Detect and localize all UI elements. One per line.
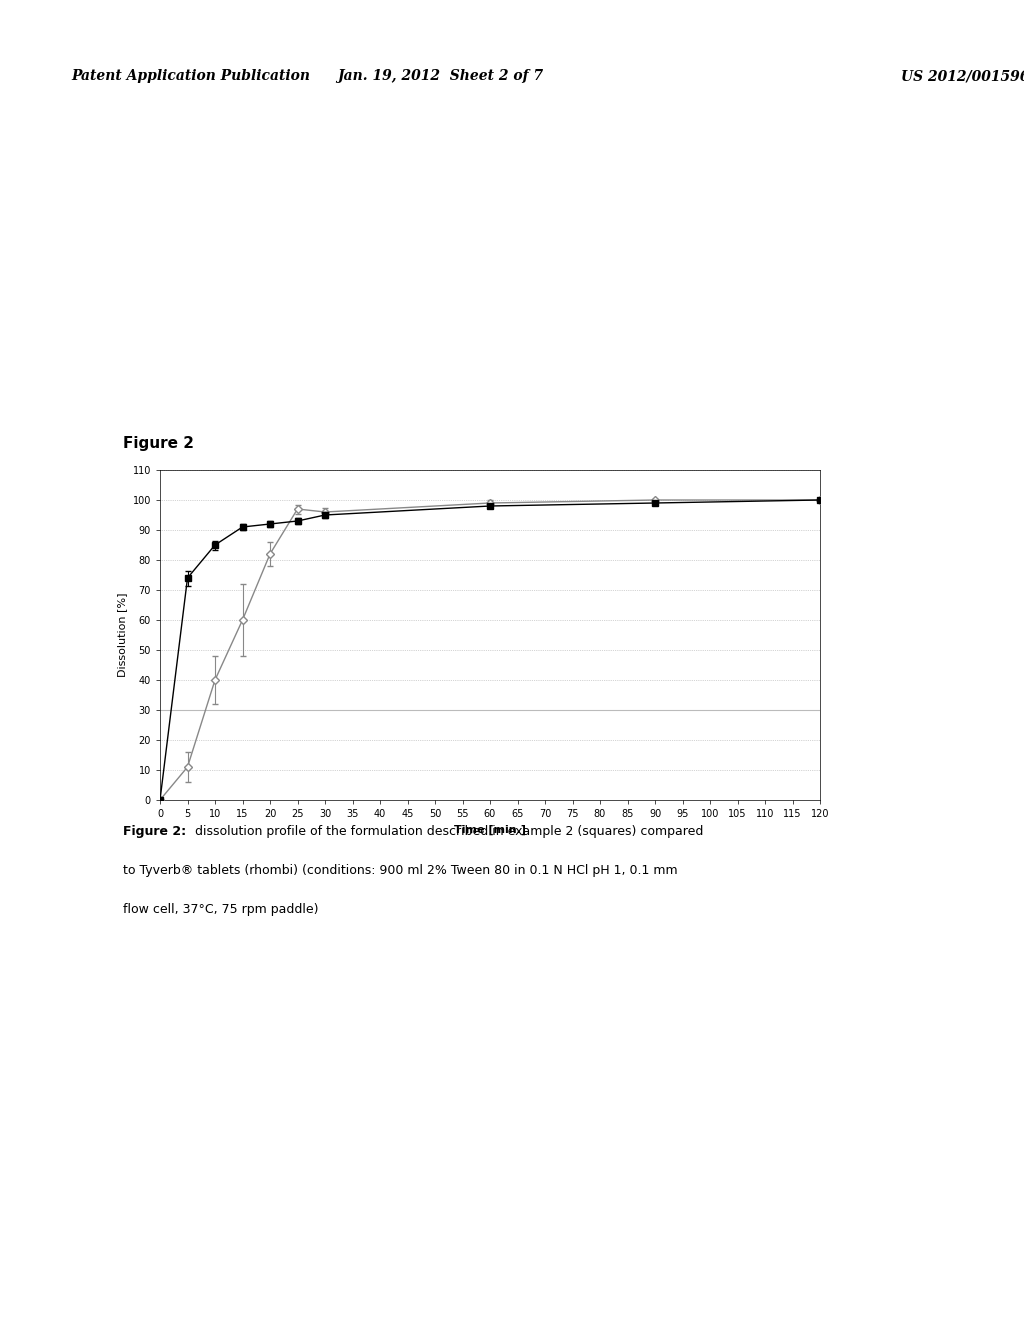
Text: Figure 2:: Figure 2: bbox=[123, 825, 186, 838]
Text: flow cell, 37°C, 75 rpm paddle): flow cell, 37°C, 75 rpm paddle) bbox=[123, 903, 318, 916]
Y-axis label: Dissolution [%]: Dissolution [%] bbox=[117, 593, 127, 677]
Text: to Tyverb® tablets (rhombi) (conditions: 900 ml 2% Tween 80 in 0.1 N HCl pH 1, 0: to Tyverb® tablets (rhombi) (conditions:… bbox=[123, 865, 678, 876]
Text: dissolution profile of the formulation described in example 2 (squares) compared: dissolution profile of the formulation d… bbox=[190, 825, 703, 838]
Text: Jan. 19, 2012  Sheet 2 of 7: Jan. 19, 2012 Sheet 2 of 7 bbox=[337, 69, 544, 83]
Text: Figure 2: Figure 2 bbox=[123, 436, 194, 451]
X-axis label: Time [min.]: Time [min.] bbox=[454, 825, 526, 834]
Text: US 2012/0015965 A1: US 2012/0015965 A1 bbox=[901, 69, 1024, 83]
Text: Patent Application Publication: Patent Application Publication bbox=[72, 69, 310, 83]
